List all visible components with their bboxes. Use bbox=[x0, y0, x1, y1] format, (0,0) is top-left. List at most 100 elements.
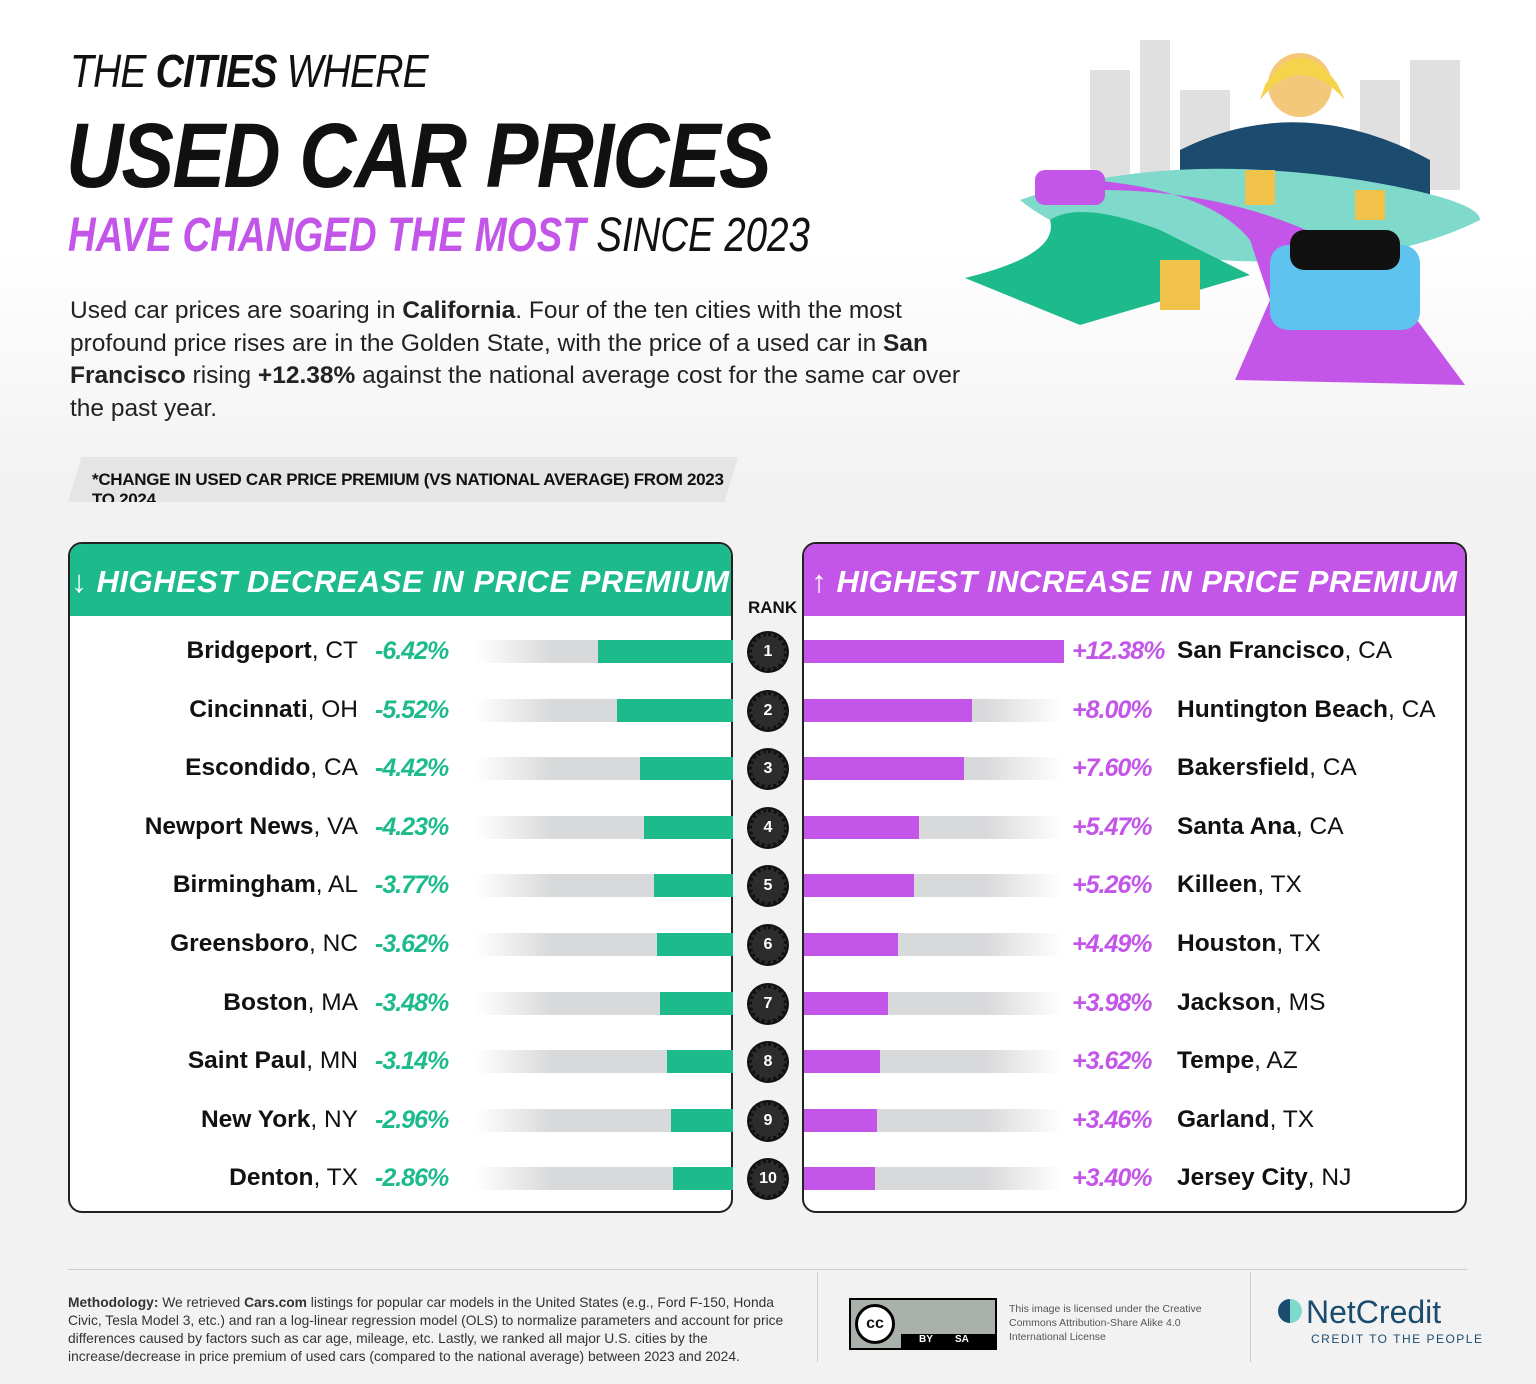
bar-track bbox=[475, 1050, 733, 1074]
bar-decrease bbox=[670, 1108, 733, 1132]
bar-track bbox=[804, 1050, 1062, 1074]
data-label: -3.77% bbox=[375, 871, 449, 900]
bar-increase bbox=[804, 1108, 877, 1132]
city-name: Garland, TX bbox=[1177, 1105, 1315, 1133]
bar-track bbox=[804, 757, 1062, 781]
bar-decrease bbox=[667, 1050, 733, 1074]
bar-track bbox=[475, 640, 733, 663]
city-name: Birmingham, AL bbox=[172, 871, 358, 899]
city-name: Bridgeport, CT bbox=[186, 637, 359, 664]
data-label: -5.52% bbox=[375, 695, 449, 724]
bar-track bbox=[804, 640, 1064, 663]
city-name: New York, NY bbox=[200, 1105, 358, 1133]
data-label: -2.96% bbox=[375, 1105, 449, 1134]
bar-track bbox=[475, 815, 733, 839]
bar-track bbox=[475, 1167, 733, 1191]
increase-header: ↑ HIGHEST INCREASE IN PRICE PREMIUM bbox=[804, 544, 1465, 616]
decrease-row: New York, NY -2.96% bbox=[70, 1106, 733, 1136]
city-name: Saint Paul, MN bbox=[187, 1047, 358, 1075]
rank-badge: 5 bbox=[749, 867, 787, 906]
rank-badge: 1 bbox=[749, 633, 787, 671]
rank-label: RANK bbox=[748, 598, 798, 617]
decrease-row: Boston, MA -3.48% bbox=[70, 989, 733, 1019]
bar-track bbox=[804, 874, 1062, 898]
increase-row: +7.60% Bakersfield, CA bbox=[804, 754, 1466, 784]
bar-track bbox=[475, 698, 733, 722]
bar-decrease bbox=[656, 933, 733, 956]
data-label: -3.48% bbox=[375, 988, 449, 1017]
increase-row: +3.46% Garland, TX bbox=[804, 1106, 1466, 1136]
data-label: -4.23% bbox=[375, 812, 449, 841]
data-label: +3.46% bbox=[1072, 1105, 1152, 1134]
bar-track bbox=[475, 874, 733, 898]
increase-row: +5.26% Killeen, TX bbox=[804, 871, 1466, 901]
rank-badge: 8 bbox=[749, 1043, 787, 1082]
bar-increase bbox=[804, 1167, 876, 1191]
rank-badge: 9 bbox=[749, 1101, 787, 1140]
increase-row: +4.49% Houston, TX bbox=[804, 930, 1466, 960]
city-name: Jackson, MS bbox=[1177, 988, 1326, 1016]
netcredit-logo: NetCredit bbox=[1278, 1294, 1441, 1331]
bar-track bbox=[804, 815, 1062, 839]
data-label: +3.40% bbox=[1072, 1164, 1152, 1193]
city-name: Tempe, AZ bbox=[1177, 1047, 1298, 1075]
bar-decrease bbox=[617, 698, 733, 722]
footer-separator bbox=[817, 1272, 818, 1362]
bar-track bbox=[804, 698, 1062, 722]
bar-increase bbox=[804, 698, 972, 722]
rank-badge: 6 bbox=[749, 926, 787, 964]
decrease-row: Bridgeport, CT -6.42% bbox=[70, 637, 733, 667]
decrease-row: Newport News, VA -4.23% bbox=[70, 813, 733, 843]
rank-badge: 3 bbox=[749, 750, 787, 789]
data-label: -4.42% bbox=[375, 754, 449, 783]
license-text: This image is licensed under the Creativ… bbox=[1009, 1303, 1202, 1343]
data-label: +12.38% bbox=[1072, 637, 1165, 665]
bar-track bbox=[804, 1167, 1062, 1191]
city-name: Killeen, TX bbox=[1177, 871, 1302, 899]
rank-badge: 10 bbox=[749, 1160, 787, 1199]
decrease-row: Denton, TX -2.86% bbox=[70, 1164, 733, 1194]
data-label: +4.49% bbox=[1072, 930, 1152, 958]
bar-track bbox=[475, 991, 733, 1015]
city-name: Greensboro, NC bbox=[170, 930, 358, 957]
city-name: Huntington Beach, CA bbox=[1177, 695, 1436, 723]
footer-divider bbox=[68, 1269, 1467, 1270]
rank-badge: 4 bbox=[749, 808, 787, 847]
bar-track bbox=[475, 757, 733, 781]
city-name: Bakersfield, CA bbox=[1177, 754, 1357, 782]
city-name: Houston, TX bbox=[1177, 930, 1321, 957]
bar-decrease bbox=[598, 640, 733, 663]
bar-decrease bbox=[659, 991, 733, 1015]
data-label: +7.60% bbox=[1072, 754, 1152, 783]
data-label: +5.26% bbox=[1072, 871, 1152, 900]
data-label: -6.42% bbox=[375, 637, 449, 665]
bar-increase bbox=[804, 933, 899, 956]
data-label: +3.62% bbox=[1072, 1047, 1152, 1076]
data-label: +3.98% bbox=[1072, 988, 1152, 1017]
city-name: Boston, MA bbox=[223, 988, 358, 1016]
city-name: Cincinnati, OH bbox=[189, 695, 358, 723]
bar-track bbox=[475, 933, 733, 956]
bar-increase bbox=[804, 874, 915, 898]
bar-increase bbox=[804, 640, 1064, 663]
decrease-row: Saint Paul, MN -3.14% bbox=[70, 1047, 733, 1077]
city-name: Newport News, VA bbox=[144, 812, 358, 840]
cc-sa-label: SA bbox=[955, 1334, 969, 1345]
increase-row: +3.40% Jersey City, NJ bbox=[804, 1164, 1466, 1194]
decrease-row: Cincinnati, OH -5.52% bbox=[70, 696, 733, 726]
increase-row: +5.47% Santa Ana, CA bbox=[804, 813, 1466, 843]
rank-badge: 2 bbox=[749, 691, 787, 730]
title-main: USED CAR PRICES bbox=[66, 105, 772, 207]
logo-icon bbox=[1278, 1299, 1302, 1323]
rank-badge: 7 bbox=[749, 984, 787, 1023]
bar-decrease bbox=[672, 1167, 733, 1191]
bar-increase bbox=[804, 757, 964, 781]
cc-by-label: BY bbox=[919, 1334, 933, 1345]
tagline: CREDIT TO THE PEOPLE bbox=[1311, 1332, 1484, 1346]
city-name: Santa Ana, CA bbox=[1177, 812, 1344, 840]
bar-increase bbox=[804, 991, 888, 1015]
bar-decrease bbox=[644, 815, 733, 839]
increase-row: +3.98% Jackson, MS bbox=[804, 989, 1466, 1019]
bar-track bbox=[475, 1108, 733, 1132]
bar-increase bbox=[804, 1050, 881, 1074]
